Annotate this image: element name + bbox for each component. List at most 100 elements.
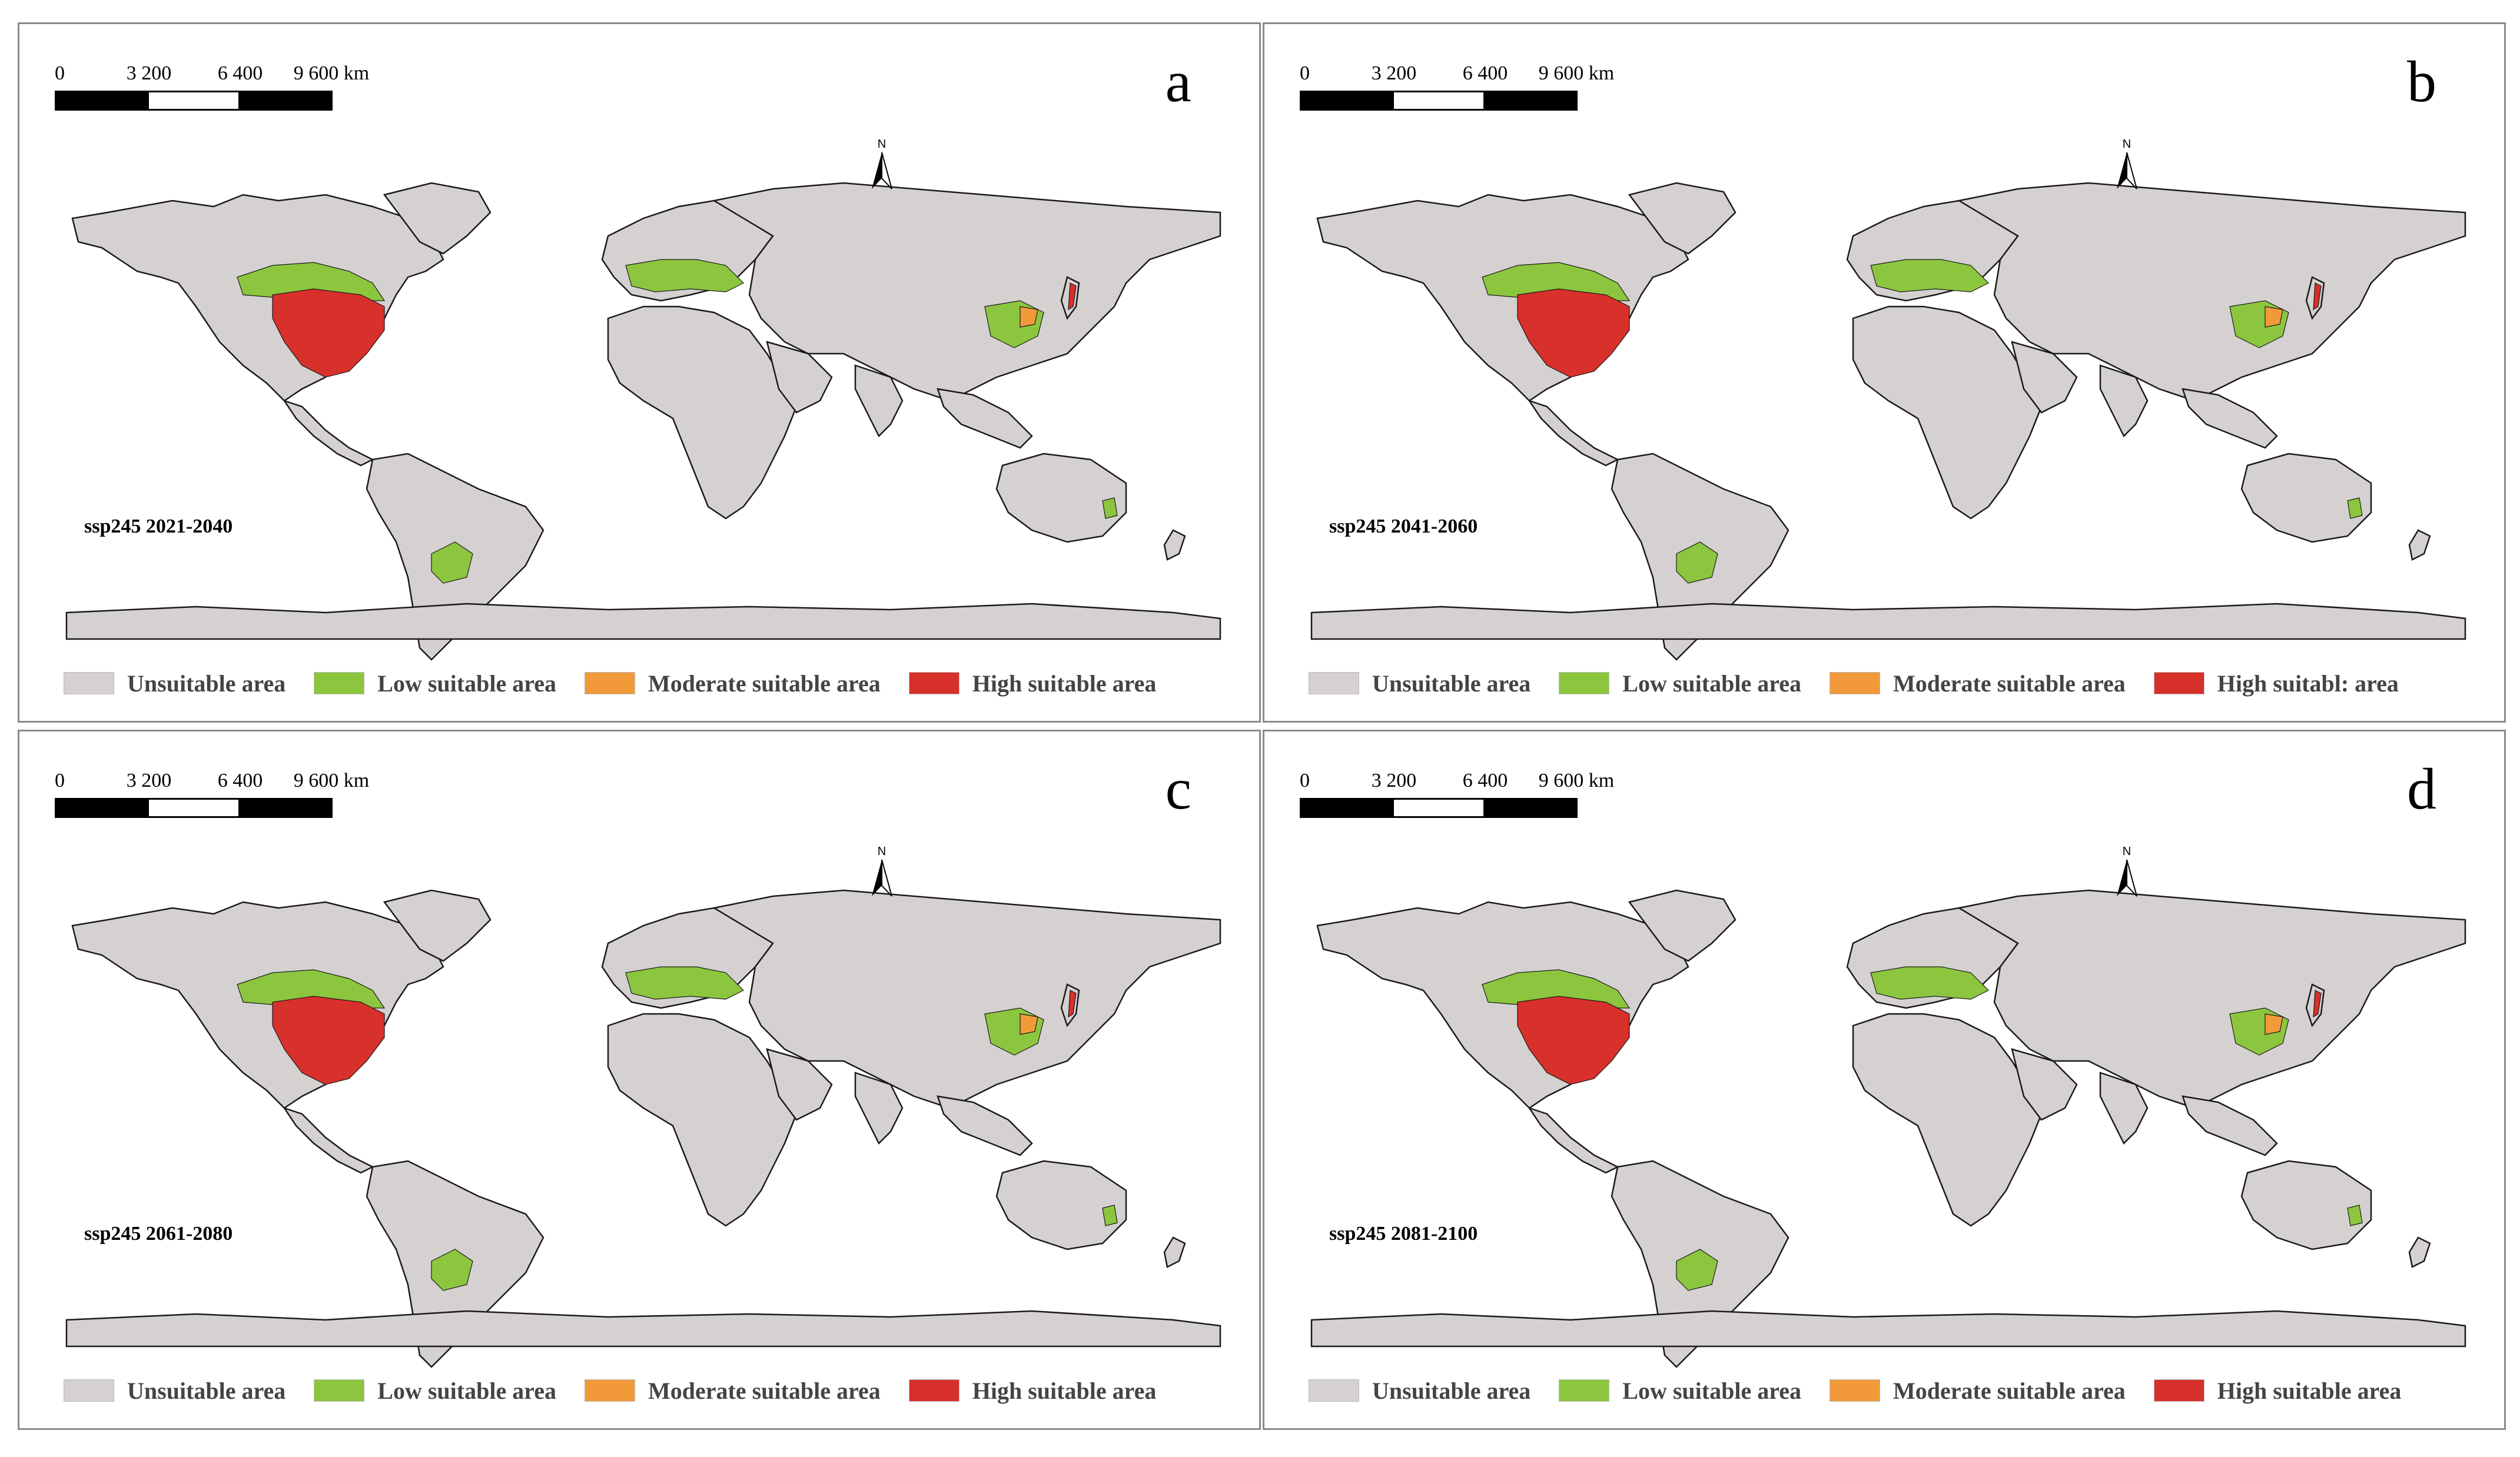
north-label: N bbox=[878, 845, 886, 858]
legend-swatch-moderate bbox=[585, 672, 635, 694]
legend-swatch-unsuitable bbox=[64, 1379, 114, 1402]
scale-tick-2: 6 400 bbox=[217, 770, 263, 791]
north-arrow-icon: N bbox=[2112, 843, 2141, 908]
scale-tick-0: 0 bbox=[55, 62, 65, 84]
landmass-southeast-asia bbox=[2182, 388, 2278, 449]
legend-swatch-high bbox=[2153, 672, 2204, 694]
scale-tick-0: 0 bbox=[55, 770, 65, 791]
suitability-region-eu-low bbox=[625, 966, 745, 1000]
legend-label: Low suitable area bbox=[377, 670, 556, 697]
legend-label: Low suitable area bbox=[1622, 1377, 1801, 1404]
legend-swatch-unsuitable bbox=[64, 672, 114, 694]
scale-tick-0: 0 bbox=[1300, 62, 1310, 84]
scenario-label: ssp245 2021-2040 bbox=[84, 515, 233, 537]
landmass-north-america bbox=[71, 901, 444, 1109]
legend-label: Unsuitable area bbox=[127, 1377, 286, 1404]
legend-label: Unsuitable area bbox=[1372, 670, 1531, 697]
world-map bbox=[65, 889, 1221, 1368]
suitability-region-sa-low bbox=[1676, 541, 1718, 584]
landmass-north-america bbox=[1316, 901, 1689, 1109]
landmass-north-america bbox=[71, 194, 444, 402]
scale-segment-white bbox=[147, 798, 240, 818]
legend-item-unsuitable: Unsuitable area bbox=[1309, 670, 1530, 697]
legend-label: Low suitable area bbox=[377, 1377, 556, 1404]
world-map bbox=[1310, 182, 2466, 661]
suitability-region-na-low bbox=[237, 969, 386, 1009]
landmass-new-zealand bbox=[1163, 529, 1186, 561]
suitability-region-na-low bbox=[1482, 262, 1631, 301]
suitability-region-na-high bbox=[272, 996, 385, 1085]
suitability-region-japan-high bbox=[1068, 282, 1077, 311]
legend-item-low: Low suitable area bbox=[314, 1377, 556, 1405]
landmass-antarctica bbox=[65, 1310, 1221, 1348]
scale-segment-black-2 bbox=[238, 91, 333, 111]
legend: Unsuitable area Low suitable area Modera… bbox=[1309, 1376, 2474, 1405]
legend-item-unsuitable: Unsuitable area bbox=[64, 1377, 285, 1405]
legend-swatch-high bbox=[908, 1379, 959, 1402]
legend-swatch-low bbox=[1559, 1379, 1610, 1402]
legend-item-moderate: Moderate suitable area bbox=[585, 1377, 881, 1405]
suitability-region-china-mod bbox=[1020, 306, 1038, 328]
scale-tick-2: 6 400 bbox=[217, 62, 263, 84]
legend-swatch-moderate bbox=[1830, 672, 1880, 694]
landmass-australia bbox=[995, 1160, 1127, 1250]
legend-item-unsuitable: Unsuitable area bbox=[1309, 1377, 1530, 1405]
legend: Unsuitable area Low suitable area Modera… bbox=[64, 668, 1229, 698]
legend-label: High suitabl: area bbox=[2217, 670, 2399, 697]
landmass-new-zealand bbox=[1163, 1236, 1186, 1268]
landmass-antarctica bbox=[1310, 603, 2466, 640]
legend-swatch-unsuitable bbox=[1309, 672, 1359, 694]
landmass-arabia bbox=[2011, 341, 2078, 414]
landmass-southeast-asia bbox=[2182, 1095, 2278, 1156]
landmass-new-zealand bbox=[2408, 1236, 2431, 1268]
suitability-region-aus-low bbox=[1102, 497, 1118, 519]
legend-label: Moderate suitable area bbox=[1893, 670, 2126, 697]
north-arrow-icon: N bbox=[2112, 136, 2141, 201]
scale-tick-1: 3 200 bbox=[1371, 770, 1417, 791]
legend-swatch-moderate bbox=[1830, 1379, 1880, 1402]
map-panel-d: 0 3 200 6 400 9 600 km N d ssp245 2081-2… bbox=[1263, 730, 2506, 1430]
legend-item-high: High suitable area bbox=[908, 670, 1156, 697]
scale-segment-black-1 bbox=[1300, 91, 1394, 111]
suitability-region-china-mod bbox=[2265, 1013, 2283, 1035]
scale-tick-3: 9 600 km bbox=[293, 770, 370, 791]
panel-letter: b bbox=[2407, 49, 2436, 114]
scale-segment-black-1 bbox=[55, 798, 149, 818]
landmass-asia bbox=[712, 182, 1221, 402]
scale-tick-2: 6 400 bbox=[1462, 770, 1508, 791]
landmass-greenland bbox=[383, 182, 492, 255]
legend-swatch-high bbox=[2153, 1379, 2204, 1402]
legend-item-moderate: Moderate suitable area bbox=[1830, 670, 2126, 697]
suitability-region-na-low bbox=[1482, 969, 1631, 1009]
scale-tick-2: 6 400 bbox=[1462, 62, 1508, 84]
landmass-antarctica bbox=[65, 603, 1221, 640]
suitability-region-sa-low bbox=[431, 1249, 473, 1291]
landmass-new-zealand bbox=[2408, 529, 2431, 561]
legend-item-high: High suitable area bbox=[2153, 1377, 2402, 1405]
scale-bar: 0 3 200 6 400 9 600 km bbox=[55, 770, 369, 840]
legend-swatch-low bbox=[314, 672, 365, 694]
legend-label: Moderate suitable area bbox=[1893, 1377, 2126, 1404]
landmass-antarctica bbox=[1310, 1310, 2466, 1348]
north-arrow-icon: N bbox=[867, 136, 897, 201]
suitability-region-eu-low bbox=[1870, 966, 1990, 1000]
suitability-region-eu-low bbox=[1870, 259, 1990, 292]
suitability-region-aus-low bbox=[2347, 1205, 2363, 1226]
legend-label: Moderate suitable area bbox=[648, 1377, 881, 1404]
landmass-africa bbox=[607, 305, 798, 520]
north-arrow-icon: N bbox=[867, 843, 897, 908]
legend-swatch-high bbox=[908, 672, 959, 694]
legend-label: High suitable area bbox=[2217, 1377, 2402, 1404]
landmass-central-america bbox=[282, 1106, 374, 1174]
landmass-africa bbox=[607, 1013, 798, 1227]
panel-letter: c bbox=[1165, 756, 1191, 821]
scale-segment-black-2 bbox=[1483, 798, 1578, 818]
scale-tick-1: 3 200 bbox=[1371, 62, 1417, 84]
landmass-central-america bbox=[1527, 1106, 1619, 1174]
suitability-region-na-high bbox=[1517, 996, 1630, 1085]
map-panel-c: 0 3 200 6 400 9 600 km N c ssp245 2061-2… bbox=[18, 730, 1261, 1430]
legend: Unsuitable area Low suitable area Modera… bbox=[1309, 668, 2474, 698]
suitability-region-na-low bbox=[237, 262, 386, 301]
legend-item-moderate: Moderate suitable area bbox=[585, 670, 881, 697]
suitability-region-sa-low bbox=[431, 541, 473, 584]
